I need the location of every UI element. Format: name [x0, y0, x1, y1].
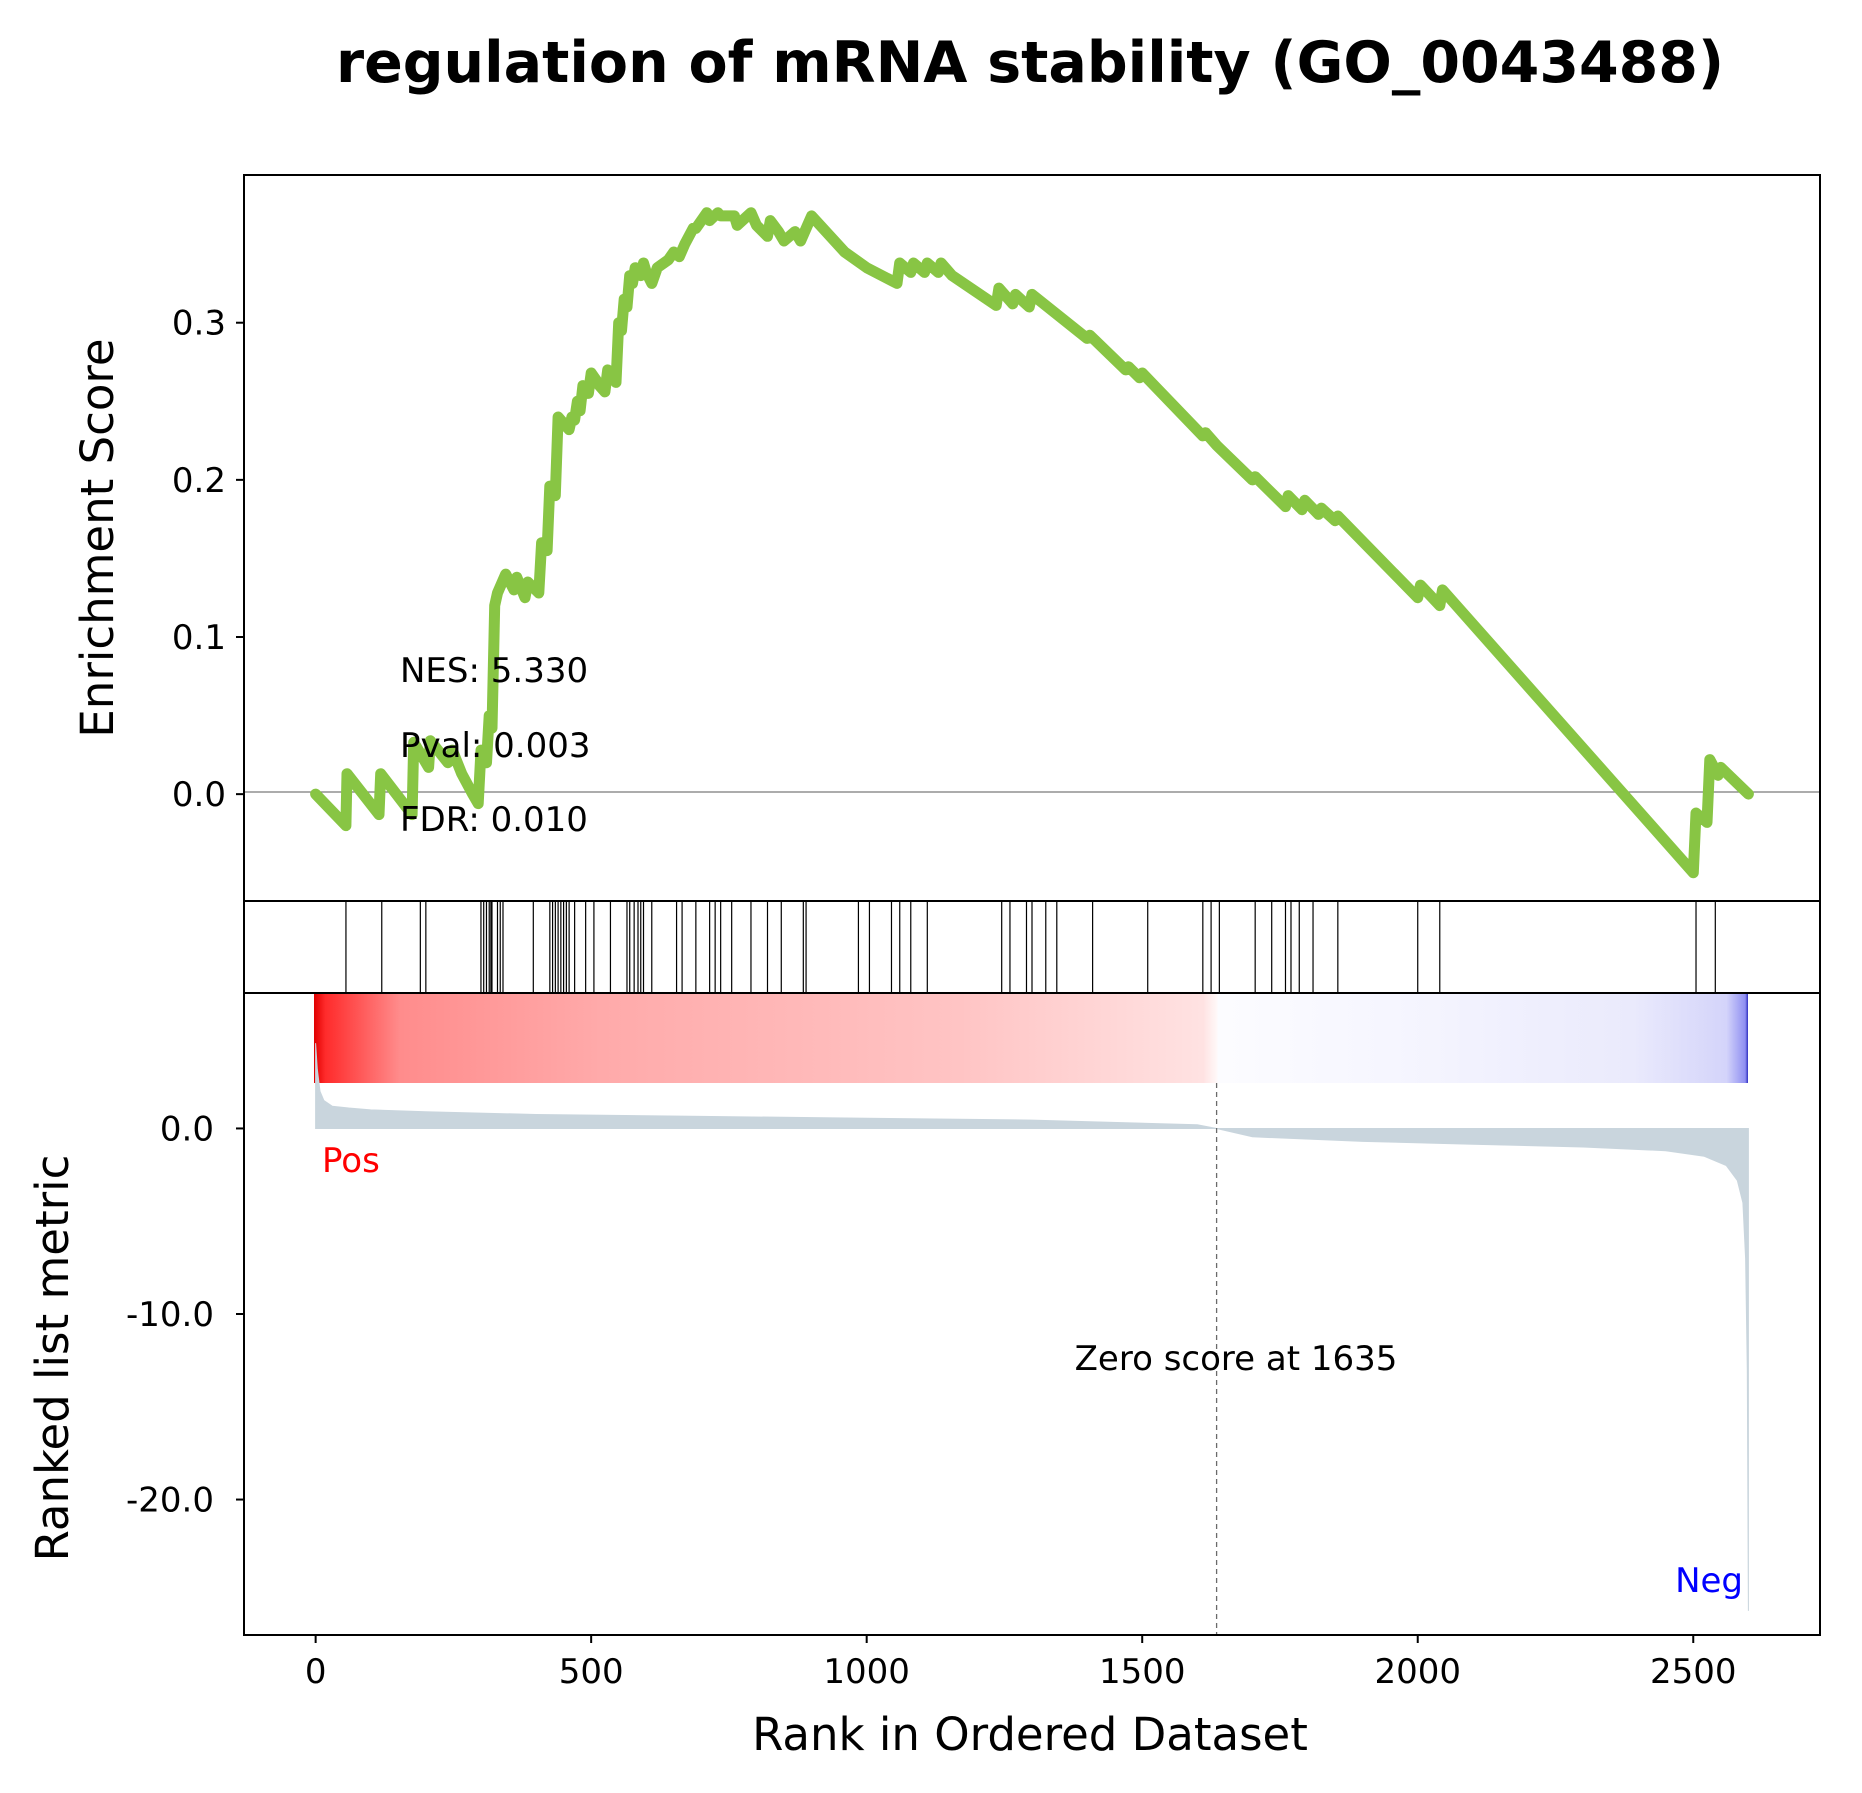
- x-tick-label: 1000: [823, 1652, 910, 1692]
- enrichment-panel: 0.0 0.1 0.2 0.3 NES: 5.330 Pval: 0.003 FDR:…: [71, 174, 1821, 902]
- y-tick-label: 0.0: [160, 1109, 214, 1149]
- ranked-ylabel: Ranked list metric: [26, 1155, 79, 1562]
- pos-label: Pos: [322, 1141, 380, 1181]
- ranked-metric-panel: 0.0 -10.0 -20.0 Pos Neg Zero score at 1635…: [26, 992, 1821, 1636]
- y-tick-label: 0.3: [172, 304, 226, 344]
- x-tick-label: 1500: [1099, 1652, 1186, 1692]
- x-tick-label: 500: [559, 1652, 624, 1692]
- neg-label: Neg: [1675, 1561, 1743, 1601]
- x-tick-label: 2500: [1650, 1652, 1737, 1692]
- y-tick-label: 0.2: [172, 461, 226, 501]
- x-tick-label: 2000: [1374, 1652, 1461, 1692]
- x-axis-label: Rank in Ordered Dataset: [752, 1708, 1308, 1761]
- y-tick-label: -20.0: [126, 1481, 214, 1521]
- metric-area: [315, 1043, 1749, 1611]
- x-tick-label: 0: [305, 1652, 327, 1692]
- y-tick-label: -10.0: [126, 1295, 214, 1335]
- chart-title: regulation of mRNA stability (GO_0043488…: [336, 30, 1724, 96]
- y-tick-label: 0.0: [172, 775, 226, 815]
- pval-label: Pval: 0.003: [400, 726, 591, 766]
- rank-colorbar: [314, 993, 1748, 1083]
- running-es-line: [310, 207, 1754, 879]
- y-tick-label: 0.1: [172, 618, 226, 658]
- zero-cross-label: Zero score at 1635: [1075, 1339, 1398, 1379]
- x-axis: 0 500 1000 1500 2000 2500: [305, 1635, 1737, 1692]
- ranked-frame: [243, 992, 1821, 1636]
- hits-panel: [243, 900, 1821, 994]
- fdr-label: FDR: 0.010: [400, 800, 588, 840]
- nes-label: NES: 5.330: [400, 651, 588, 691]
- enrichment-ylabel: Enrichment Score: [71, 338, 124, 737]
